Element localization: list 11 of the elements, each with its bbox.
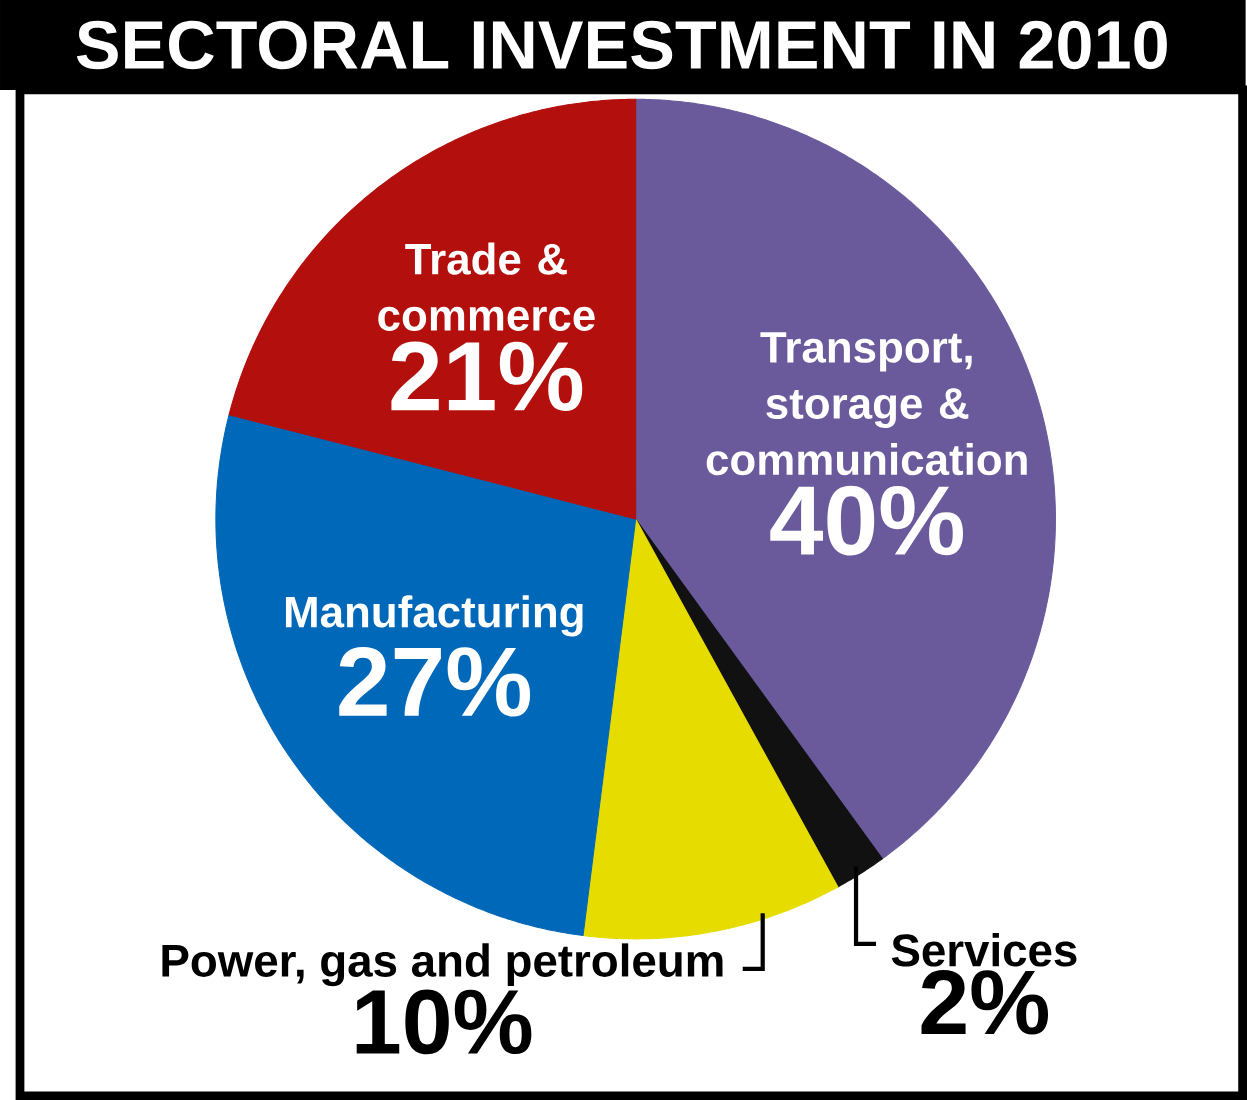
slice-label: Power, gas and petroleum (162, 943, 723, 987)
data-label: 2% (921, 970, 1049, 1035)
data-label: 27% (339, 646, 531, 717)
data-label: 21% (391, 341, 583, 411)
data-label: 40% (770, 485, 964, 556)
slice-label: Transport, storage & communication (706, 332, 1027, 476)
slice-label: Services (891, 932, 1077, 967)
data-label: 10% (356, 989, 532, 1055)
slice-label: Trade & commerce (378, 242, 595, 331)
chart-title: SECTORAL INVESTMENT IN 2010 (76, 20, 1167, 70)
slice-label: Manufacturing (285, 595, 583, 637)
